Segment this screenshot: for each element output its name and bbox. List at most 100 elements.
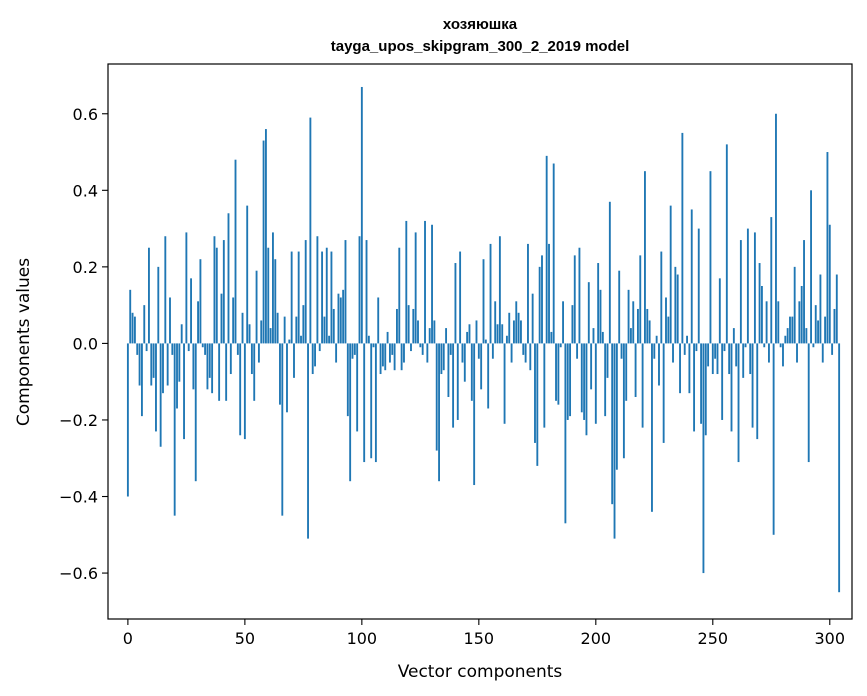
bar <box>339 297 342 344</box>
bar <box>199 259 202 344</box>
bar <box>487 343 490 409</box>
bar <box>316 236 319 344</box>
bar <box>417 320 419 344</box>
bar <box>470 343 473 401</box>
bar <box>697 228 700 344</box>
bar <box>222 240 225 344</box>
y-axis: −0.6 −0.4 −0.2 0.0 0.2 0.4 0.6 <box>59 105 108 583</box>
bar <box>564 343 567 524</box>
bar <box>150 343 153 386</box>
bar <box>690 209 693 344</box>
bar <box>695 343 698 352</box>
bar <box>646 308 649 344</box>
bar <box>555 343 557 401</box>
bar <box>501 324 504 344</box>
bar <box>267 247 270 344</box>
bar <box>711 343 714 375</box>
bar <box>672 343 674 363</box>
bar <box>737 343 740 463</box>
bar <box>615 343 618 470</box>
bar <box>634 343 637 397</box>
bar <box>400 343 403 371</box>
bar <box>374 343 377 463</box>
chart-title: хозяюшка <box>443 16 518 33</box>
bar <box>716 343 719 375</box>
bar <box>337 293 340 344</box>
bar <box>248 324 251 344</box>
bar <box>384 343 387 371</box>
bar <box>424 220 426 344</box>
bar <box>648 320 651 344</box>
bar <box>452 343 455 428</box>
bar <box>775 113 777 344</box>
y-tick-label: −0.6 <box>59 564 98 583</box>
bar <box>569 343 572 417</box>
bar <box>159 343 162 447</box>
bar <box>286 343 288 413</box>
bar <box>753 232 756 344</box>
bar <box>583 343 586 420</box>
bar <box>164 236 167 344</box>
bar <box>332 308 335 344</box>
bar <box>396 308 398 344</box>
bar <box>674 266 677 344</box>
bar <box>187 343 190 352</box>
bar <box>651 343 653 512</box>
bar <box>620 343 623 359</box>
bar <box>791 316 794 344</box>
bar <box>363 343 366 463</box>
bar <box>655 335 658 344</box>
bar <box>449 343 452 355</box>
bar <box>377 297 380 344</box>
bar <box>180 324 183 344</box>
bar <box>498 236 501 344</box>
bar <box>632 301 635 344</box>
bar <box>508 312 511 344</box>
bar <box>496 324 499 344</box>
bar <box>145 343 148 352</box>
bar <box>786 328 789 344</box>
bar <box>356 343 359 432</box>
bar <box>386 331 389 344</box>
bar <box>517 312 520 344</box>
bar <box>599 289 602 344</box>
bar <box>260 320 263 344</box>
bar <box>683 343 686 355</box>
x-axis: 0 50 100 150 200 250 300 <box>123 619 845 648</box>
bar <box>126 343 129 497</box>
bar <box>833 308 836 344</box>
x-tick-label: 200 <box>581 629 612 648</box>
bar <box>257 343 260 363</box>
bar <box>763 343 766 348</box>
bar <box>185 232 188 344</box>
bar <box>318 343 321 352</box>
bar <box>370 343 373 459</box>
bar <box>718 278 721 344</box>
y-tick-label: 0.6 <box>73 105 98 124</box>
bar <box>138 343 141 386</box>
bar <box>192 343 195 390</box>
bar <box>136 343 139 355</box>
bar <box>606 343 609 378</box>
bar <box>442 343 445 371</box>
bar <box>772 343 775 535</box>
bar <box>234 159 237 344</box>
bar <box>398 247 401 344</box>
bar <box>157 266 160 344</box>
bar <box>466 331 469 344</box>
bar <box>770 217 773 344</box>
bar <box>826 152 829 344</box>
bar <box>438 343 440 482</box>
bar <box>746 228 749 344</box>
bar <box>831 343 834 355</box>
bar <box>534 343 536 443</box>
bar <box>644 171 646 344</box>
bar <box>709 171 712 344</box>
bar <box>353 343 356 355</box>
bar <box>742 343 745 378</box>
bar <box>538 266 541 344</box>
bar <box>679 343 681 394</box>
bar <box>531 293 534 344</box>
x-tick-label: 50 <box>235 629 255 648</box>
bar <box>274 259 277 344</box>
